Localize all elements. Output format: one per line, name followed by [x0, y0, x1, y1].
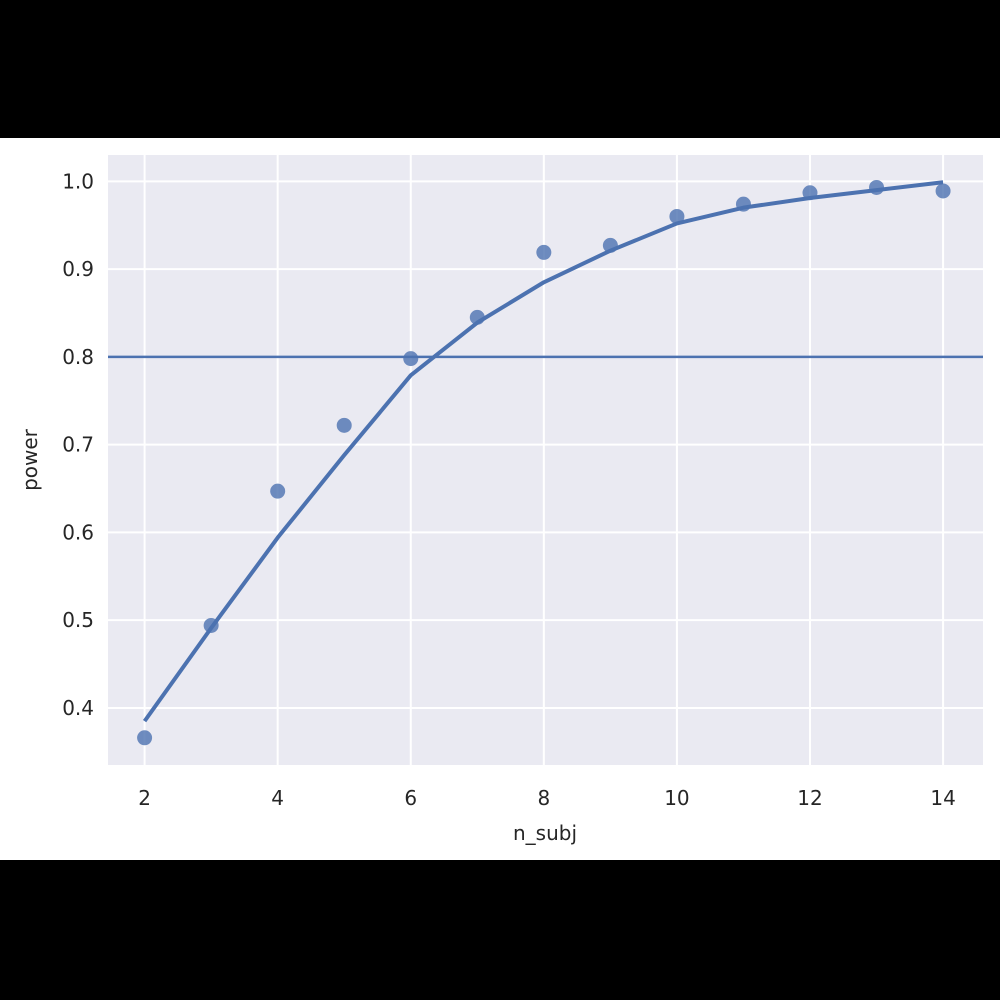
x-axis-label: n_subj [513, 821, 577, 845]
data-point [935, 183, 951, 199]
data-point [336, 417, 352, 433]
x-tick-label: 6 [404, 786, 417, 810]
x-tick-label: 8 [537, 786, 550, 810]
data-point [270, 483, 286, 499]
y-tick-label: 0.8 [62, 345, 94, 369]
fit-line [142, 180, 944, 723]
data-point [403, 351, 419, 367]
x-tick-label: 14 [930, 786, 955, 810]
y-tick-label: 0.7 [62, 433, 94, 457]
y-tick-label: 0.5 [62, 608, 94, 632]
x-tick-label: 10 [664, 786, 689, 810]
y-tick-label: 0.9 [62, 257, 94, 281]
data-point [669, 208, 685, 224]
y-tick-label: 0.4 [62, 696, 94, 720]
y-tick-label: 1.0 [62, 169, 94, 193]
x-tick-label: 12 [797, 786, 822, 810]
y-axis-label: power [18, 428, 42, 491]
data-point [536, 244, 552, 260]
x-tick-label: 4 [271, 786, 284, 810]
y-tick-label: 0.6 [62, 520, 94, 544]
x-tick-label: 2 [138, 786, 151, 810]
data-point [137, 730, 153, 746]
